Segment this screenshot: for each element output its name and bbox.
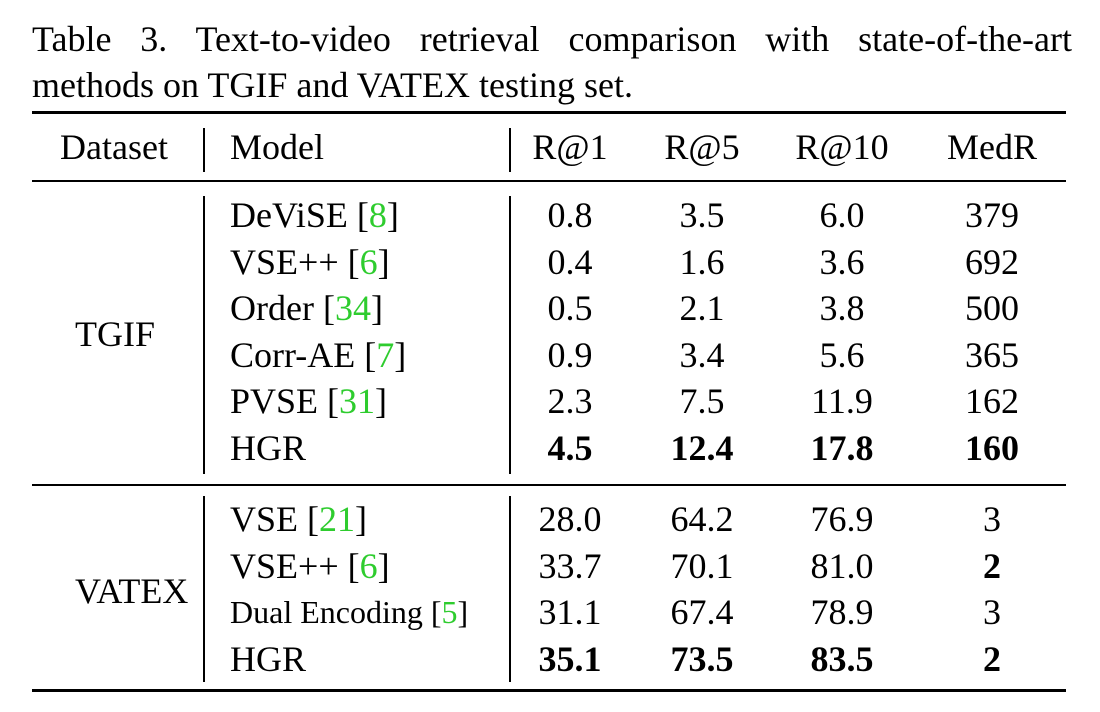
value-r10: 83.5 — [810, 638, 874, 679]
tgif-divider-model — [509, 196, 511, 474]
value-medr: 3 — [983, 592, 1001, 632]
value-medr: 160 — [965, 427, 1019, 468]
value-r5: 3.5 — [679, 195, 725, 235]
value-r1: 0.8 — [547, 195, 593, 235]
value-medr: 379 — [965, 195, 1019, 235]
value-r5: 2.1 — [679, 288, 725, 328]
model-cell: PVSE [31] — [230, 381, 388, 421]
header-r10: R@10 — [795, 127, 889, 167]
tgif-divider-dataset — [203, 196, 205, 474]
model-name: PVSE — [230, 381, 319, 421]
header-r5: R@5 — [664, 127, 740, 167]
header-divider-dataset — [203, 128, 205, 172]
vatex-divider-model — [509, 496, 511, 682]
value-r10: 11.9 — [811, 381, 873, 421]
header-dataset: Dataset — [60, 127, 168, 167]
model-cell: DeViSE [8] — [230, 195, 399, 235]
header-rule — [32, 180, 1066, 182]
vatex-divider-dataset — [203, 496, 205, 682]
value-r5: 70.1 — [670, 545, 734, 586]
citation-link[interactable]: 34 — [334, 288, 371, 328]
value-medr: 365 — [965, 334, 1019, 375]
value-r1: 2.3 — [547, 381, 593, 421]
citation-link[interactable]: 8 — [368, 195, 387, 235]
value-r5: 64.2 — [670, 499, 734, 539]
model-cell: Order [34] — [230, 288, 383, 328]
value-r5: 73.5 — [670, 638, 734, 679]
value-medr: 500 — [965, 288, 1019, 328]
model-cell: HGR — [230, 636, 306, 682]
value-r5: 67.4 — [670, 592, 734, 632]
value-medr: 692 — [965, 241, 1019, 282]
citation-link[interactable]: 31 — [339, 381, 376, 421]
value-r1: 35.1 — [538, 638, 602, 679]
value-medr: 2 — [983, 638, 1001, 679]
model-cell: Corr-AE [7] — [230, 334, 407, 375]
model-name: VSE++ — [230, 241, 339, 282]
model-name: Corr-AE — [230, 334, 356, 375]
value-medr: 2 — [983, 545, 1001, 586]
value-r1: 31.1 — [538, 592, 602, 632]
model-name: HGR — [230, 427, 307, 468]
value-r10: 81.0 — [810, 545, 874, 586]
model-cell: VSE++ [6] — [230, 545, 390, 586]
group-rule — [32, 484, 1066, 486]
value-r5: 7.5 — [679, 381, 725, 421]
citation-link[interactable]: 5 — [441, 594, 458, 630]
value-r1: 28.0 — [538, 499, 602, 539]
model-name: Order — [230, 288, 314, 328]
header-model: Model — [230, 127, 324, 167]
model-cell: Dual Encoding [5] — [230, 594, 469, 630]
citation-link[interactable]: 6 — [359, 545, 378, 586]
value-r1: 0.5 — [547, 288, 593, 328]
header-divider-model — [509, 128, 511, 172]
value-r10: 5.6 — [819, 334, 865, 375]
value-r10: 6.0 — [819, 195, 865, 235]
value-r10: 3.6 — [819, 241, 865, 282]
value-medr: 3 — [983, 499, 1001, 539]
citation-link[interactable]: 6 — [359, 241, 378, 282]
value-r1: 0.4 — [547, 241, 593, 282]
model-name: HGR — [230, 638, 307, 679]
dataset-label-tgif: TGIF — [75, 313, 155, 354]
top-rule — [32, 111, 1066, 114]
model-cell: VSE++ [6] — [230, 241, 390, 282]
table-caption: Table 3. Text-to-video retrieval compari… — [32, 19, 1072, 105]
value-r10: 17.8 — [810, 427, 874, 468]
value-r5: 12.4 — [670, 427, 734, 468]
header-medr: MedR — [947, 127, 1037, 167]
value-r5: 1.6 — [679, 241, 725, 282]
bottom-rule — [32, 689, 1066, 692]
citation-link[interactable]: 21 — [319, 499, 356, 539]
value-r1: 33.7 — [538, 545, 602, 586]
value-r5: 3.4 — [679, 334, 725, 375]
model-name: Dual Encoding — [230, 594, 423, 630]
dataset-label-vatex: VATEX — [75, 571, 189, 611]
citation-link[interactable]: 7 — [376, 334, 395, 375]
value-medr: 162 — [965, 381, 1019, 421]
model-cell: HGR — [230, 425, 306, 471]
value-r10: 3.8 — [819, 288, 865, 328]
model-name: VSE — [230, 499, 299, 539]
model-cell: VSE [21] — [230, 499, 368, 539]
model-name: VSE++ — [230, 545, 339, 586]
value-r1: 0.9 — [547, 334, 593, 375]
value-r10: 78.9 — [810, 592, 874, 632]
header-r1: R@1 — [532, 127, 608, 167]
model-name: DeViSE — [230, 195, 348, 235]
value-r10: 76.9 — [810, 499, 874, 539]
value-r1: 4.5 — [547, 427, 593, 468]
